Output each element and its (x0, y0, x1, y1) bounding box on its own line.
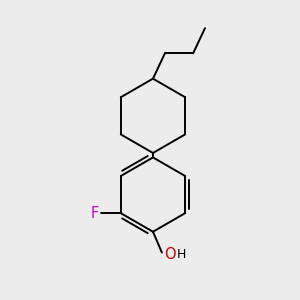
Text: F: F (91, 206, 99, 221)
Text: O: O (164, 247, 176, 262)
Text: H: H (177, 248, 186, 260)
